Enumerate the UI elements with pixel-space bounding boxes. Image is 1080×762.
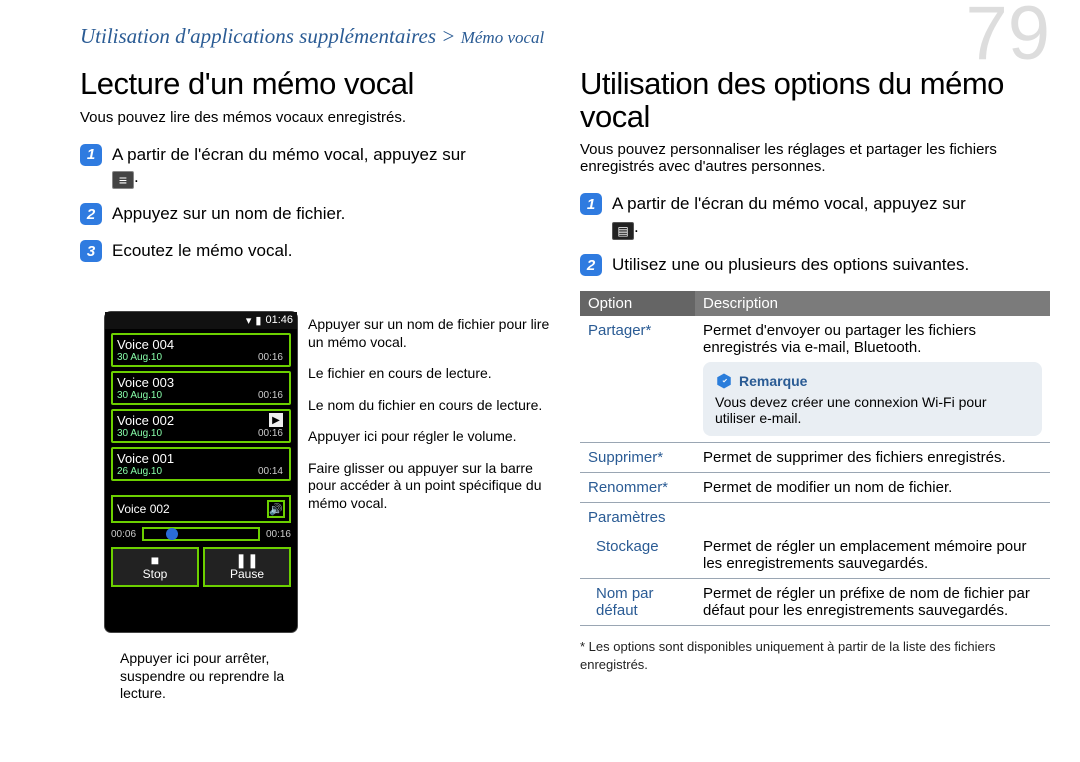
- dur-time: 00:16: [266, 529, 291, 540]
- th-option: Option: [580, 291, 695, 316]
- voice-row-active[interactable]: ▶ Voice 002 30 Aug.10 00:16: [111, 409, 291, 443]
- callout-filename: Le nom du fichier en cours de lecture.: [308, 397, 558, 415]
- desc-storage: Permet de régler un emplacement mémoire …: [695, 532, 1050, 579]
- right-step-2: Utilisez une ou plusieurs des options su…: [612, 254, 969, 277]
- now-playing: Voice 002 🔊: [111, 495, 291, 523]
- row-share: Partager* Permet d'envoyer ou partager l…: [580, 316, 1050, 443]
- voice-row[interactable]: Voice 003 30 Aug.10 00:16: [111, 371, 291, 405]
- row-params: Paramètres: [580, 502, 1050, 532]
- opt-rename: Renommer*: [580, 472, 695, 502]
- right-steps: 1 A partir de l'écran du mémo vocal, app…: [580, 193, 1050, 277]
- row-rename: Renommer* Permet de modifier un nom de f…: [580, 472, 1050, 502]
- now-playing-name: Voice 002: [117, 502, 170, 516]
- seek-row: 00:06 00:16: [111, 527, 291, 541]
- seek-slider[interactable]: [142, 527, 260, 541]
- note-icon: [715, 372, 733, 390]
- left-title: Lecture d'un mémo vocal: [80, 68, 550, 101]
- step-2: Appuyez sur un nom de fichier.: [112, 203, 345, 226]
- signal-icon: ▮: [255, 314, 261, 327]
- left-lead: Vous pouvez lire des mémos vocaux enregi…: [80, 109, 550, 126]
- step-1: A partir de l'écran du mémo vocal, appuy…: [112, 144, 466, 190]
- stop-button[interactable]: ■Stop: [111, 547, 199, 587]
- right-column: Utilisation des options du mémo vocal Vo…: [580, 68, 1050, 673]
- step-badge-2: 2: [580, 254, 602, 276]
- step-badge-1: 1: [580, 193, 602, 215]
- th-description: Description: [695, 291, 1050, 316]
- voice-list: Voice 004 30 Aug.10 00:16 Voice 003 30 A…: [105, 329, 297, 489]
- desc-rename: Permet de modifier un nom de fichier.: [695, 472, 1050, 502]
- callout-seek: Faire glisser ou appuyer sur la barre po…: [308, 460, 558, 513]
- row-defname: Nom par défaut Permet de régler un préfi…: [580, 578, 1050, 625]
- step-badge-3: 3: [80, 240, 102, 262]
- right-title: Utilisation des options du mémo vocal: [580, 68, 1050, 133]
- right-lead: Vous pouvez personnaliser les réglages e…: [580, 141, 1050, 175]
- opt-share: Partager*: [580, 316, 695, 443]
- footnote: * Les options sont disponibles uniquemen…: [580, 638, 1050, 673]
- left-steps: 1 A partir de l'écran du mémo vocal, app…: [80, 144, 550, 264]
- controls: ■Stop ❚❚Pause: [111, 547, 291, 587]
- opt-params: Paramètres: [580, 502, 695, 532]
- breadcrumb: Utilisation d'applications supplémentair…: [80, 24, 544, 49]
- callout-current: Le fichier en cours de lecture.: [308, 365, 558, 383]
- clock: 01:46: [265, 314, 293, 327]
- voice-row[interactable]: Voice 004 30 Aug.10 00:16: [111, 333, 291, 367]
- row-storage: Stockage Permet de régler un emplacement…: [580, 532, 1050, 579]
- step-badge-1: 1: [80, 144, 102, 166]
- remark-tag: Remarque: [739, 373, 807, 389]
- right-step-1: A partir de l'écran du mémo vocal, appuy…: [612, 193, 966, 240]
- phone-mockup: ▾ ▮ 01:46 Voice 004 30 Aug.10 00:16 Voic…: [105, 312, 297, 632]
- callout-volume: Appuyer ici pour régler le volume.: [308, 428, 558, 446]
- desc-delete: Permet de supprimer des fichiers enregis…: [695, 442, 1050, 472]
- wifi-icon: ▾: [246, 314, 252, 327]
- phone-callouts: Appuyer sur un nom de fichier pour lire …: [308, 316, 558, 526]
- pause-button[interactable]: ❚❚Pause: [203, 547, 291, 587]
- list-icon: [112, 171, 134, 189]
- voice-row[interactable]: Voice 001 26 Aug.10 00:14: [111, 447, 291, 481]
- callout-tap-file: Appuyer sur un nom de fichier pour lire …: [308, 316, 558, 351]
- desc-defname: Permet de régler un préfixe de nom de fi…: [695, 578, 1050, 625]
- step-badge-2: 2: [80, 203, 102, 225]
- desc-share: Permet d'envoyer ou partager les fichier…: [695, 316, 1050, 443]
- remark-box: Remarque Vous devez créer une connexion …: [703, 362, 1042, 436]
- left-column: Lecture d'un mémo vocal Vous pouvez lire…: [80, 68, 550, 277]
- breadcrumb-main: Utilisation d'applications supplémentair…: [80, 24, 455, 48]
- callout-controls: Appuyer ici pour arrêter, suspendre ou r…: [120, 650, 300, 703]
- menu-icon: [612, 222, 634, 240]
- opt-delete: Supprimer*: [580, 442, 695, 472]
- remark-text: Vous devez créer une connexion Wi-Fi pou…: [715, 394, 987, 426]
- step-3: Ecoutez le mémo vocal.: [112, 240, 292, 263]
- phone-statusbar: ▾ ▮ 01:46: [105, 312, 297, 329]
- opt-defname: Nom par défaut: [580, 578, 695, 625]
- row-delete: Supprimer* Permet de supprimer des fichi…: [580, 442, 1050, 472]
- opt-storage: Stockage: [580, 532, 695, 579]
- volume-icon[interactable]: 🔊: [267, 500, 285, 518]
- options-table: Option Description Partager* Permet d'en…: [580, 291, 1050, 626]
- breadcrumb-sub: Mémo vocal: [461, 28, 545, 47]
- play-icon: ▶: [269, 413, 283, 427]
- pos-time: 00:06: [111, 529, 136, 540]
